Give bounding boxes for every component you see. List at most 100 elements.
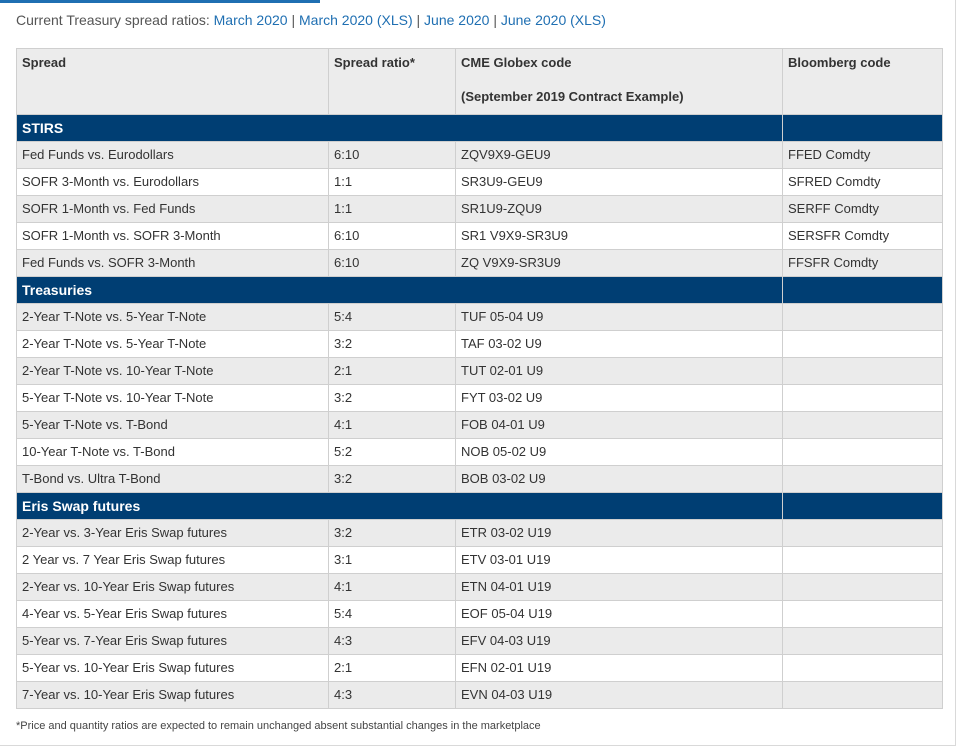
section-header-row: Treasuries <box>16 276 943 304</box>
table-row: 7-Year vs. 10-Year Eris Swap futures 4:3 E… <box>16 681 943 709</box>
cell-cme-globex-code: EVN 04-03 U19 <box>455 681 783 709</box>
cell-bloomberg-code <box>782 600 943 628</box>
separator: | <box>291 12 296 28</box>
cell-spread-ratio: 4:3 <box>328 681 456 709</box>
cell-spread-ratio: 2:1 <box>328 654 456 682</box>
cell-cme-globex-code: EFN 02-01 U19 <box>455 654 783 682</box>
section-title: Treasuries <box>16 276 783 304</box>
top-accent-bar <box>0 0 320 3</box>
table-row: 2 Year vs. 7 Year Eris Swap futures 3:1 ET… <box>16 546 943 574</box>
cell-spread-ratio: 5:2 <box>328 438 456 466</box>
cell-bloomberg-code <box>782 438 943 466</box>
cell-spread: 10-Year T-Note vs. T-Bond <box>16 438 329 466</box>
cell-bloomberg-code <box>782 546 943 574</box>
cell-cme-globex-code: SR3U9-GEU9 <box>455 168 783 196</box>
cell-spread: SOFR 3-Month vs. Eurodollars <box>16 168 329 196</box>
cell-spread-ratio: 1:1 <box>328 168 456 196</box>
cell-spread: SOFR 1-Month vs. Fed Funds <box>16 195 329 223</box>
table-row: 5-Year vs. 10-Year Eris Swap futures 2:1 E… <box>16 654 943 682</box>
cell-bloomberg-code <box>782 303 943 331</box>
cell-bloomberg-code: FFSFR Comdty <box>782 249 943 277</box>
cell-bloomberg-code: SFRED Comdty <box>782 168 943 196</box>
link-june-2020-xls[interactable]: June 2020 (XLS) <box>500 12 606 28</box>
cell-bloomberg-code <box>782 654 943 682</box>
table-row: 4-Year vs. 5-Year Eris Swap futures 5:4 EO… <box>16 600 943 628</box>
cell-spread-ratio: 4:1 <box>328 573 456 601</box>
cell-bloomberg-code: SERFF Comdty <box>782 195 943 223</box>
cell-cme-globex-code: SR1U9-ZQU9 <box>455 195 783 223</box>
cell-spread-ratio: 3:2 <box>328 330 456 358</box>
cell-spread: T-Bond vs. Ultra T-Bond <box>16 465 329 493</box>
section-title: Eris Swap futures <box>16 492 783 520</box>
table-row: Fed Funds vs. Eurodollars 6:10 ZQV9X9-GEU9… <box>16 141 943 169</box>
cell-cme-globex-code: ZQV9X9-GEU9 <box>455 141 783 169</box>
cell-spread-ratio: 4:1 <box>328 411 456 439</box>
section-title: STIRS <box>16 114 783 142</box>
cell-bloomberg-code: FFED Comdty <box>782 141 943 169</box>
cell-cme-globex-code: BOB 03-02 U9 <box>455 465 783 493</box>
table-row: SOFR 3-Month vs. Eurodollars 1:1 SR3U9-GEU… <box>16 168 943 196</box>
link-march-2020-xls[interactable]: March 2020 (XLS) <box>299 12 413 28</box>
header-spread: Spread <box>16 48 329 115</box>
table-row: 2-Year T-Note vs. 5-Year T-Note 5:4 TUF 05… <box>16 303 943 331</box>
cell-cme-globex-code: TUF 05-04 U9 <box>455 303 783 331</box>
link-june-2020[interactable]: June 2020 <box>424 12 490 28</box>
table-row: 10-Year T-Note vs. T-Bond 5:2 NOB 05-02 U9 <box>16 438 943 466</box>
cell-spread: Fed Funds vs. SOFR 3-Month <box>16 249 329 277</box>
cell-spread: 2-Year T-Note vs. 5-Year T-Note <box>16 330 329 358</box>
cell-spread: SOFR 1-Month vs. SOFR 3-Month <box>16 222 329 250</box>
cell-spread: 4-Year vs. 5-Year Eris Swap futures <box>16 600 329 628</box>
cell-spread-ratio: 4:3 <box>328 627 456 655</box>
cell-spread: Fed Funds vs. Eurodollars <box>16 141 329 169</box>
cell-cme-globex-code: TAF 03-02 U9 <box>455 330 783 358</box>
header-bloomberg-code: Bloomberg code <box>782 48 943 115</box>
cell-cme-globex-code: TUT 02-01 U9 <box>455 357 783 385</box>
cell-spread: 2-Year T-Note vs. 10-Year T-Note <box>16 357 329 385</box>
table-row: SOFR 1-Month vs. SOFR 3-Month 6:10 SR1 V9X… <box>16 222 943 250</box>
table-row: 5-Year vs. 7-Year Eris Swap futures 4:3 EF… <box>16 627 943 655</box>
table-row: 2-Year vs. 10-Year Eris Swap futures 4:1 E… <box>16 573 943 601</box>
cell-spread: 2 Year vs. 7 Year Eris Swap futures <box>16 546 329 574</box>
table-row: Fed Funds vs. SOFR 3-Month 6:10 ZQ V9X9-SR… <box>16 249 943 277</box>
link-march-2020[interactable]: March 2020 <box>213 12 288 28</box>
section-header-row: STIRS <box>16 114 943 142</box>
cell-spread: 5-Year vs. 10-Year Eris Swap futures <box>16 654 329 682</box>
spread-ratio-links: Current Treasury spread ratios: March 20… <box>16 12 606 28</box>
header-cme-line1: CME Globex code <box>461 55 572 70</box>
cell-cme-globex-code: EFV 04-03 U19 <box>455 627 783 655</box>
cell-cme-globex-code: SR1 V9X9-SR3U9 <box>455 222 783 250</box>
section-header-row: Eris Swap futures <box>16 492 943 520</box>
cell-spread-ratio: 5:4 <box>328 600 456 628</box>
cell-bloomberg-code <box>782 357 943 385</box>
table-row: 5-Year T-Note vs. 10-Year T-Note 3:2 FYT 0… <box>16 384 943 412</box>
table-row: 2-Year T-Note vs. 10-Year T-Note 2:1 TUT 0… <box>16 357 943 385</box>
cell-bloomberg-code <box>782 330 943 358</box>
cell-bloomberg-code: SERSFR Comdty <box>782 222 943 250</box>
header-cme-globex-code: CME Globex code (September 2019 Contract… <box>455 48 783 115</box>
cell-spread-ratio: 6:10 <box>328 249 456 277</box>
table-row: 2-Year T-Note vs. 5-Year T-Note 3:2 TAF 03… <box>16 330 943 358</box>
cell-cme-globex-code: FOB 04-01 U9 <box>455 411 783 439</box>
separator: | <box>416 12 421 28</box>
section-empty-cell <box>782 492 943 520</box>
cell-bloomberg-code <box>782 411 943 439</box>
header-spread-ratio: Spread ratio* <box>328 48 456 115</box>
cell-spread: 2-Year vs. 10-Year Eris Swap futures <box>16 573 329 601</box>
cell-bloomberg-code <box>782 681 943 709</box>
table-row: SOFR 1-Month vs. Fed Funds 1:1 SR1U9-ZQU9 S… <box>16 195 943 223</box>
cell-spread-ratio: 6:10 <box>328 141 456 169</box>
cell-spread: 7-Year vs. 10-Year Eris Swap futures <box>16 681 329 709</box>
footnote: *Price and quantity ratios are expected … <box>16 720 541 732</box>
header-cme-line2: (September 2019 Contract Example) <box>461 89 684 104</box>
table-body: STIRS Fed Funds vs. Eurodollars 6:10 ZQV9X9… <box>16 114 943 709</box>
section-empty-cell <box>782 276 943 304</box>
cell-cme-globex-code: EOF 05-04 U19 <box>455 600 783 628</box>
cell-cme-globex-code: ZQ V9X9-SR3U9 <box>455 249 783 277</box>
cell-spread-ratio: 3:2 <box>328 465 456 493</box>
cell-spread-ratio: 2:1 <box>328 357 456 385</box>
table-row: 5-Year T-Note vs. T-Bond 4:1 FOB 04-01 U9 <box>16 411 943 439</box>
cell-cme-globex-code: ETV 03-01 U19 <box>455 546 783 574</box>
table-row: T-Bond vs. Ultra T-Bond 3:2 BOB 03-02 U9 <box>16 465 943 493</box>
cell-cme-globex-code: ETR 03-02 U19 <box>455 519 783 547</box>
